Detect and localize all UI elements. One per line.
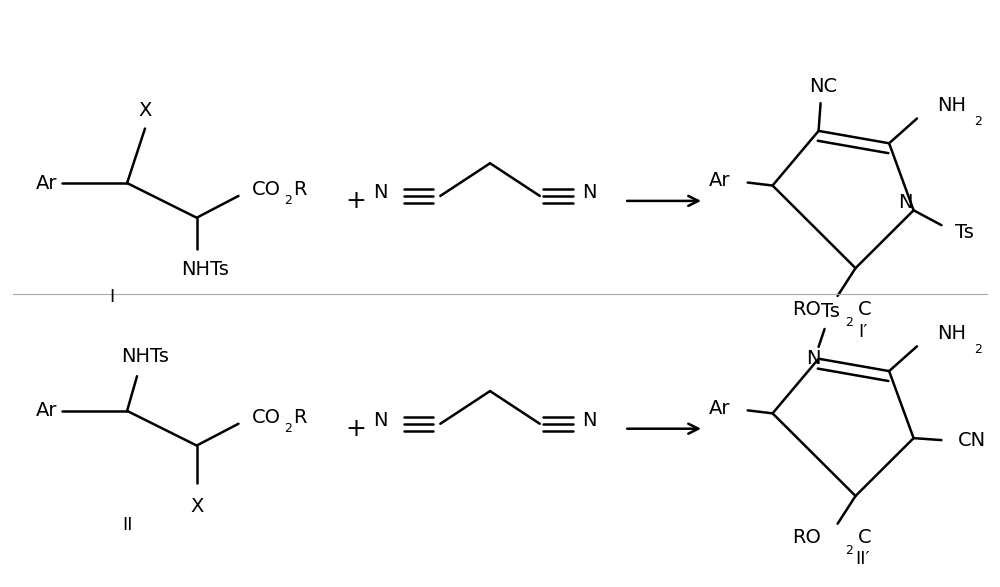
Text: +: + — [345, 417, 366, 441]
Text: X: X — [190, 497, 203, 517]
Text: N: N — [806, 349, 821, 368]
Text: Ts: Ts — [821, 302, 840, 321]
Text: NC: NC — [810, 77, 838, 96]
Text: 2: 2 — [284, 194, 292, 207]
Text: RO: RO — [792, 528, 821, 547]
Text: RO: RO — [792, 301, 821, 319]
Text: NH: NH — [937, 96, 966, 115]
Text: CO: CO — [251, 180, 280, 200]
Text: 2: 2 — [846, 544, 853, 557]
Text: CN: CN — [958, 431, 986, 450]
Text: N: N — [582, 184, 597, 203]
Text: Ar: Ar — [36, 174, 57, 193]
Text: Ar: Ar — [709, 171, 731, 190]
Text: C: C — [858, 528, 871, 547]
Text: R: R — [293, 180, 307, 200]
Text: NHTs: NHTs — [181, 259, 229, 279]
Text: +: + — [345, 189, 366, 213]
Text: N: N — [373, 184, 388, 203]
Text: Ts: Ts — [955, 222, 974, 242]
Text: 2: 2 — [974, 343, 982, 356]
Text: II′: II′ — [856, 551, 870, 568]
Text: N: N — [582, 411, 597, 430]
Text: C: C — [858, 301, 871, 319]
Text: Ar: Ar — [36, 402, 57, 420]
Text: 2: 2 — [974, 115, 982, 128]
Text: N: N — [373, 411, 388, 430]
Text: 2: 2 — [846, 316, 853, 329]
Text: NH: NH — [937, 324, 966, 343]
Text: 2: 2 — [284, 422, 292, 435]
Text: NHTs: NHTs — [121, 347, 169, 366]
Text: I: I — [110, 288, 115, 306]
Text: R: R — [293, 409, 307, 427]
Text: II: II — [122, 516, 132, 534]
Text: X: X — [138, 101, 152, 120]
Text: I′: I′ — [858, 323, 868, 340]
Text: Ar: Ar — [709, 399, 731, 418]
Text: N: N — [898, 193, 913, 212]
Text: CO: CO — [251, 409, 280, 427]
